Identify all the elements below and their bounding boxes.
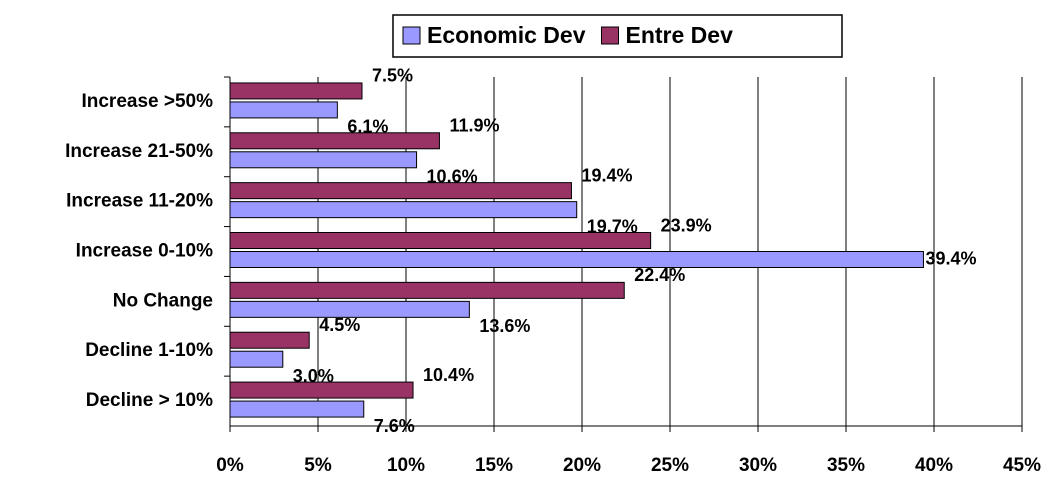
value-label: 22.4% (634, 265, 685, 285)
x-tick-label: 35% (827, 455, 865, 476)
y-tick-label: Increase >50% (81, 91, 213, 112)
bar (229, 232, 652, 249)
bar (229, 331, 310, 349)
legend-label: Economic Dev (427, 22, 586, 48)
y-tick-label: Increase 21-50% (65, 141, 213, 162)
y-tick-label: Increase 11-20% (66, 191, 213, 212)
x-tick-label: 25% (651, 455, 689, 476)
legend-label: Entre Dev (626, 22, 734, 48)
x-tick-label: 5% (304, 455, 332, 476)
bar (229, 281, 625, 299)
value-label: 11.9% (449, 116, 499, 136)
value-label: 13.6% (479, 316, 530, 336)
x-tick-label: 0% (216, 455, 244, 476)
x-tick-label: 45% (1003, 455, 1041, 476)
value-label: 10.6% (427, 167, 478, 187)
x-tick-label: 30% (739, 455, 777, 476)
bar (229, 82, 363, 100)
y-tick-label: No Change (113, 290, 213, 311)
value-label: 19.7% (587, 216, 638, 236)
value-label: 10.4% (423, 365, 474, 385)
bar (229, 350, 284, 368)
value-label: 4.5% (319, 315, 360, 335)
value-label: 19.4% (581, 165, 632, 185)
legend-swatch (601, 26, 619, 45)
bar (229, 201, 578, 219)
bar (229, 251, 924, 268)
bar (229, 300, 470, 318)
value-label: 7.6% (374, 416, 415, 436)
y-tick-label: Decline 1-10% (85, 340, 213, 361)
legend-swatch (402, 26, 421, 45)
value-label: 39.4% (925, 248, 976, 268)
value-label: 6.1% (347, 117, 388, 137)
x-tick-label: 10% (387, 455, 425, 476)
x-tick-label: 20% (563, 455, 601, 476)
x-tick-label: 15% (475, 455, 513, 476)
bar (229, 381, 414, 399)
value-label: 7.5% (372, 66, 413, 86)
y-tick-label: Decline > 10% (86, 390, 213, 411)
value-label: 23.9% (661, 215, 712, 235)
x-tick-label: 40% (915, 455, 953, 476)
bar (229, 182, 572, 200)
y-tick-label: Increase 0-10% (76, 241, 213, 262)
bar (229, 151, 418, 169)
value-label: 3.0% (293, 366, 334, 386)
bar (229, 400, 365, 418)
bar (229, 101, 338, 119)
bar (229, 132, 440, 150)
